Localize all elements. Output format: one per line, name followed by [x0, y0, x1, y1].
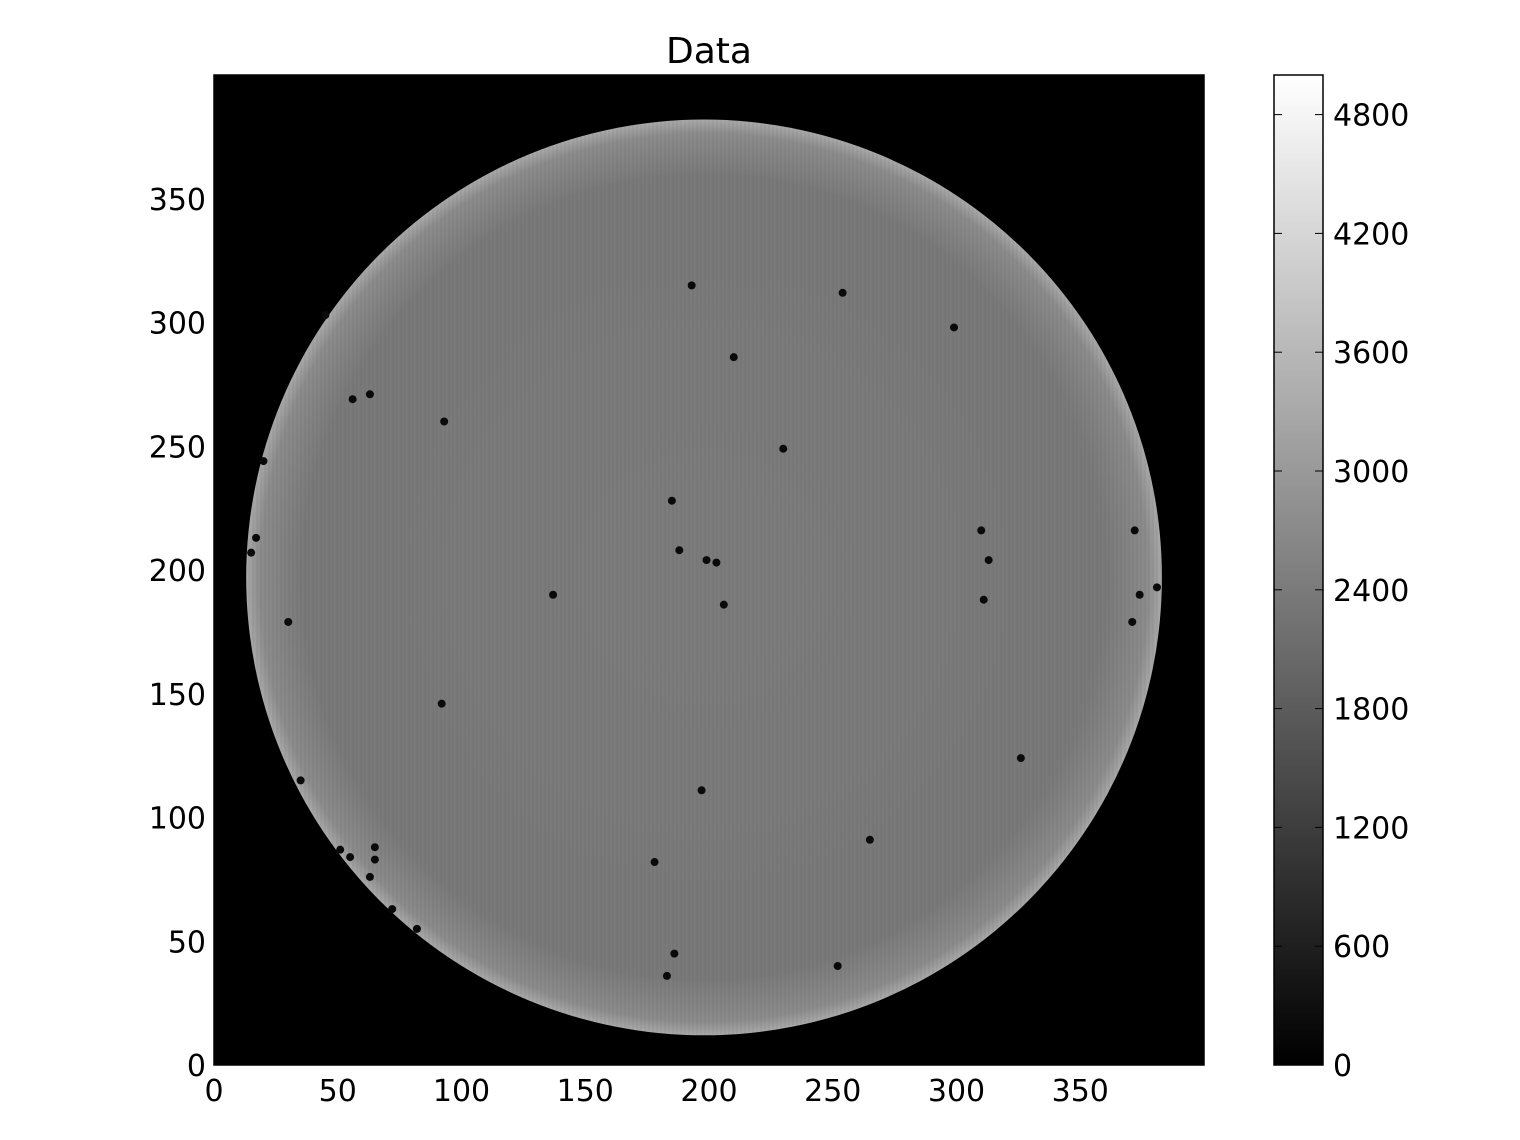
y-tick-label-4: 200: [149, 554, 206, 589]
colorbar-frame: [1273, 74, 1324, 1066]
colorbar-tick-label-5: 3000: [1333, 455, 1409, 490]
dark-spot-0: [687, 281, 696, 290]
dark-spot-18: [1152, 583, 1161, 592]
colorbar-tick-label-1: 600: [1333, 930, 1390, 965]
dark-spot-29: [370, 843, 379, 852]
y-tick-label-7: 350: [149, 183, 206, 218]
dark-spot-8: [667, 496, 676, 505]
x-tick-label-0: 0: [204, 1074, 223, 1109]
dark-spot-30: [370, 855, 379, 864]
dark-spot-13: [712, 558, 721, 567]
chart-title: Data: [666, 31, 752, 72]
x-axis: 0 50 100 150 200 250 300 350: [204, 75, 1109, 1109]
colorbar-tick-label-8: 4800: [1333, 99, 1409, 134]
dark-spot-11: [675, 546, 684, 555]
x-tick-label-4: 200: [680, 1074, 737, 1109]
y-tick-label-3: 150: [149, 678, 206, 713]
dark-spot-28: [346, 853, 355, 862]
colorbar-tick-label-2: 1200: [1333, 811, 1409, 846]
dark-spot-3: [729, 353, 738, 362]
heatmap-plot: [214, 75, 1204, 1065]
dark-spot-35: [670, 949, 679, 958]
dark-spot-27: [336, 845, 345, 854]
dark-spot-6: [440, 417, 449, 426]
dark-spot-12: [702, 556, 711, 565]
dark-spots: [247, 281, 1161, 980]
dark-spot-31: [365, 872, 374, 881]
dark-spot-15: [549, 590, 558, 599]
dark-spot-22: [437, 699, 446, 708]
colorbar-tick-label-7: 4200: [1333, 217, 1409, 252]
colorbar-ticks: 0 600 1200 1800 2400 3000 3600 4200 4800: [1274, 99, 1409, 1084]
y-tick-label-1: 50: [168, 925, 206, 960]
x-tick-label-3: 150: [557, 1074, 614, 1109]
dark-spot-40: [259, 457, 268, 466]
dark-spot-17: [1135, 590, 1144, 599]
dark-spot-23: [1016, 754, 1025, 763]
dark-spot-37: [662, 971, 671, 980]
x-tick-label-7: 350: [1052, 1074, 1109, 1109]
dark-spot-32: [388, 905, 397, 914]
dark-spot-19: [719, 600, 728, 609]
dark-spot-33: [412, 924, 421, 933]
dark-spot-16: [979, 595, 988, 604]
dark-spot-38: [252, 533, 261, 542]
x-tick-label-6: 300: [928, 1074, 985, 1109]
x-tick-label-2: 100: [433, 1074, 490, 1109]
dark-spot-4: [348, 395, 357, 404]
y-axis: 0 50 100 150 200 250 300 350: [149, 183, 1204, 1084]
colorbar-tick-label-6: 3600: [1333, 336, 1409, 371]
dark-spot-9: [977, 526, 986, 535]
colorbar-gradient: [1274, 75, 1323, 1065]
dark-spot-10: [1130, 526, 1139, 535]
dark-spot-1: [838, 288, 847, 297]
dark-spot-20: [284, 617, 293, 626]
dark-spot-25: [697, 786, 706, 795]
dark-spot-26: [865, 835, 874, 844]
colorbar-tick-label-3: 1800: [1333, 693, 1409, 728]
dark-spot-39: [247, 548, 256, 557]
colorbar-tick-label-0: 0: [1333, 1049, 1352, 1084]
dark-spot-14: [984, 556, 993, 565]
colorbar-tick-label-4: 2400: [1333, 574, 1409, 609]
y-tick-label-0: 0: [187, 1049, 206, 1084]
dark-spot-41: [321, 311, 330, 320]
dark-spot-36: [833, 962, 842, 970]
dark-spot-21: [1128, 617, 1137, 626]
dark-spot-34: [650, 858, 659, 867]
disk-texture: [246, 119, 1162, 1036]
x-tick-label-5: 250: [804, 1074, 861, 1109]
y-tick-label-2: 100: [149, 802, 206, 837]
dark-spot-24: [296, 776, 305, 785]
dark-spot-2: [950, 323, 959, 332]
x-tick-label-1: 50: [319, 1074, 357, 1109]
colorbar: 0 600 1200 1800 2400 3000 3600 4200 4800: [1273, 74, 1409, 1084]
y-tick-label-6: 300: [149, 307, 206, 342]
dark-spot-5: [365, 390, 374, 399]
dark-spot-7: [779, 444, 788, 453]
y-tick-label-5: 250: [149, 430, 206, 465]
